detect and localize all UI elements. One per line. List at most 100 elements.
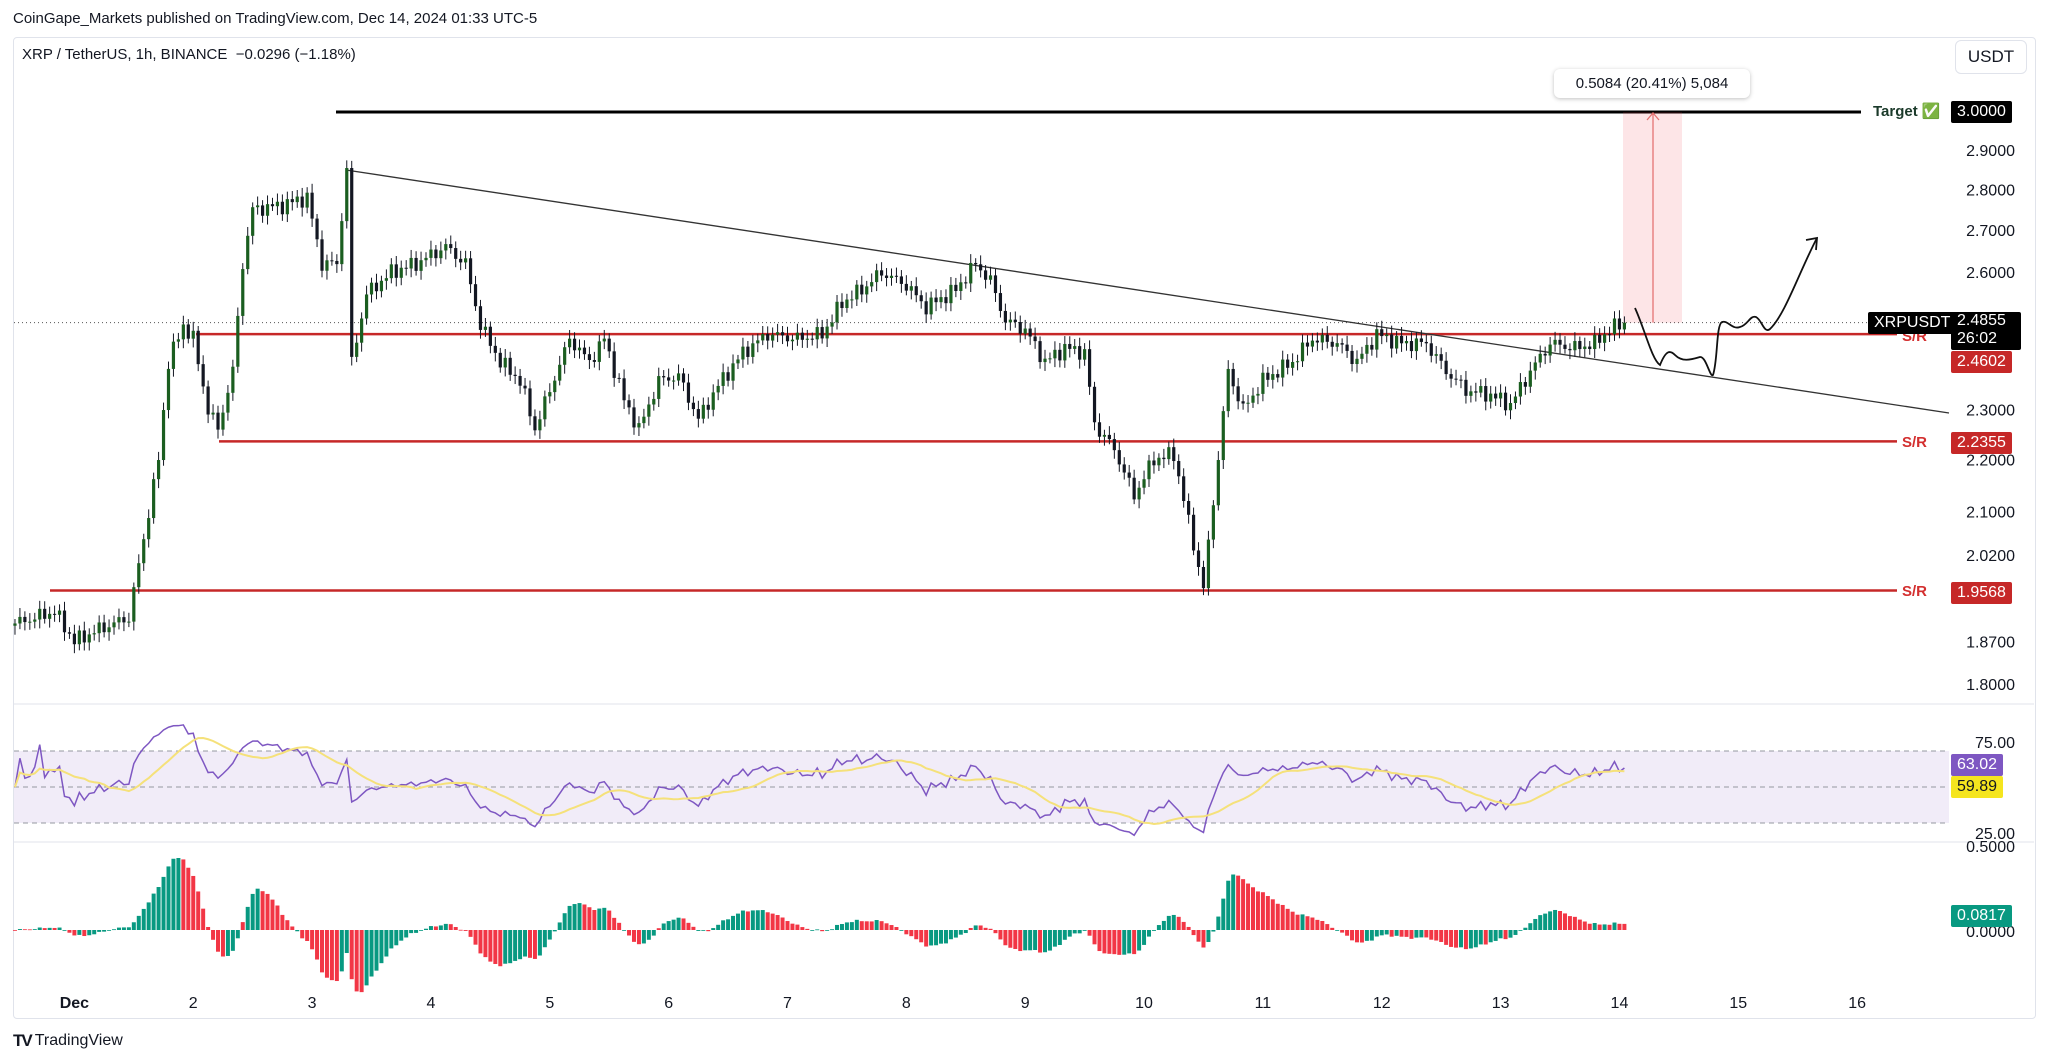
macd-bar xyxy=(1206,930,1211,942)
macd-bar xyxy=(1325,924,1330,930)
macd-bar xyxy=(1439,930,1444,942)
macd-bar xyxy=(1463,930,1468,950)
candle-body xyxy=(488,326,492,346)
macd-bar xyxy=(191,875,196,930)
candle-body xyxy=(934,297,938,303)
macd-bar xyxy=(1335,930,1340,931)
candle-body xyxy=(597,341,601,362)
candle-body xyxy=(1335,343,1339,347)
macd-bar xyxy=(1622,923,1627,930)
candle-body xyxy=(894,275,899,277)
macd-bar xyxy=(1354,930,1359,943)
candle-body xyxy=(884,275,889,278)
target-label: Target ✅ xyxy=(1873,103,1941,120)
candle-body xyxy=(1503,392,1508,411)
tradingview-logo[interactable]: TV TradingView xyxy=(13,1031,123,1051)
sr-price-tag: 1.9568 xyxy=(1951,582,2012,604)
candle-body xyxy=(67,632,72,634)
bar-countdown: 26:02 xyxy=(1957,330,1998,347)
candle-body xyxy=(265,204,270,216)
candle-body xyxy=(404,267,408,269)
candle-body xyxy=(434,249,438,259)
macd-bar xyxy=(82,930,87,937)
macd-bar xyxy=(1028,930,1033,951)
macd-bar xyxy=(1493,930,1498,941)
macd-bar xyxy=(67,930,72,933)
candle-body xyxy=(751,343,755,357)
macd-bar xyxy=(1449,930,1454,947)
macd-bar xyxy=(1127,930,1132,954)
macd-bar xyxy=(37,927,42,930)
candle-body xyxy=(919,295,923,302)
macd-bar xyxy=(1434,930,1439,941)
candle-body xyxy=(1489,393,1493,402)
candle-body xyxy=(845,299,849,309)
macd-bar xyxy=(359,930,364,993)
candle-body xyxy=(196,330,200,365)
macd-bar xyxy=(958,930,963,935)
tradingview-brand: TradingView xyxy=(34,1032,123,1049)
candle-body xyxy=(1375,329,1379,350)
candle-body xyxy=(82,630,86,643)
candle-body xyxy=(988,275,993,280)
candle-body xyxy=(568,338,572,348)
macd-bar xyxy=(1052,930,1057,947)
macd-bar xyxy=(681,918,686,930)
macd-bar xyxy=(394,930,399,946)
candle-body xyxy=(543,396,547,420)
macd-bar xyxy=(924,930,929,947)
macd-bar xyxy=(126,927,131,930)
symbol-legend[interactable]: XRP / TetherUS, 1h, BINANCE −0.0296 (−1.… xyxy=(22,46,356,63)
macd-bar xyxy=(1409,930,1414,939)
sr-price-tag: 2.4602 xyxy=(1951,351,2012,373)
macd-bar xyxy=(1320,921,1325,930)
macd-bar xyxy=(1617,923,1622,930)
macd-bar xyxy=(458,929,463,931)
candle-body xyxy=(632,407,636,428)
macd-bar xyxy=(171,858,176,930)
macd-bar xyxy=(691,926,696,930)
macd-bar xyxy=(1468,930,1473,949)
macd-bar xyxy=(255,888,260,930)
candle-body xyxy=(251,207,255,236)
candle-body xyxy=(260,205,265,216)
macd-bar xyxy=(1414,930,1419,938)
macd-bar xyxy=(929,930,934,946)
candle-body xyxy=(1211,505,1215,540)
candle-body xyxy=(1058,349,1062,361)
candle-body xyxy=(1305,342,1310,347)
candle-body xyxy=(1409,341,1414,352)
macd-bar xyxy=(963,930,968,934)
currency-button[interactable]: USDT xyxy=(1955,40,2027,74)
price-tick: 2.0200 xyxy=(1966,548,2015,565)
candle-body xyxy=(1162,457,1166,460)
macd-bar xyxy=(354,930,359,992)
candle-body xyxy=(979,264,983,271)
macd-bar xyxy=(731,915,736,930)
macd-bar xyxy=(379,930,384,964)
candle-body xyxy=(840,301,844,309)
time-tick: 11 xyxy=(1255,995,1272,1012)
macd-bar xyxy=(1151,930,1156,931)
candle-body xyxy=(1281,359,1285,378)
macd-bar xyxy=(1062,930,1067,940)
candle-body xyxy=(206,386,210,415)
macd-bar xyxy=(993,930,998,934)
candle-body xyxy=(1221,411,1225,461)
macd-bar xyxy=(1359,930,1364,943)
macd-bar xyxy=(339,930,344,972)
macd-bar xyxy=(1533,918,1538,930)
macd-bar xyxy=(1117,930,1122,955)
macd-bar xyxy=(1607,924,1612,930)
macd-bar xyxy=(1097,930,1102,952)
macd-bar xyxy=(627,930,632,936)
macd-value-tag: 0.0817 xyxy=(1951,905,2012,927)
candle-body xyxy=(652,398,656,405)
macd-bar xyxy=(1444,930,1449,945)
candle-body xyxy=(1598,334,1602,343)
candle-body xyxy=(681,373,686,383)
measure-label: 0.5084 (20.41%) 5,084 xyxy=(1554,69,1750,98)
candle-body xyxy=(1068,343,1072,349)
candle-body xyxy=(186,324,190,339)
